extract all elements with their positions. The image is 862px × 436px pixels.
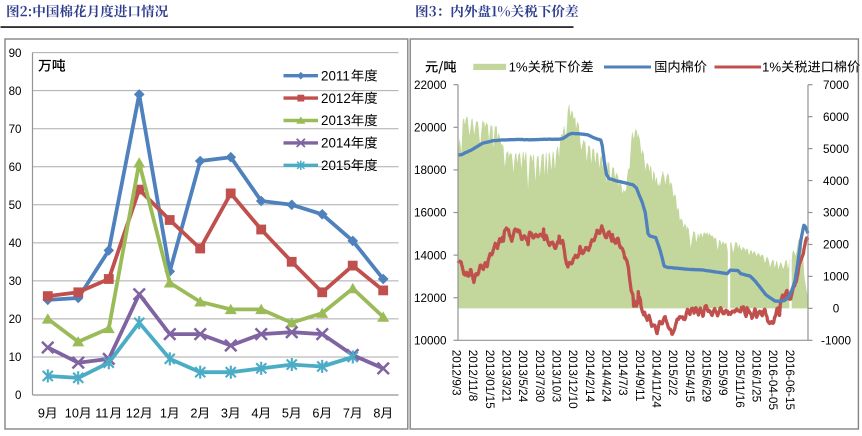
svg-text:90: 90 [9, 47, 22, 60]
svg-text:8: 8 [373, 407, 380, 421]
svg-text:22000: 22000 [414, 79, 447, 92]
svg-text:2014/2/14: 2014/2/14 [583, 350, 597, 403]
svg-text:6000: 6000 [823, 111, 850, 124]
svg-text:1%: 1% [762, 60, 781, 75]
svg-text:5: 5 [282, 407, 289, 421]
svg-text:40: 40 [9, 237, 22, 250]
svg-text:2013/01/15: 2013/01/15 [483, 350, 497, 409]
svg-text:5000: 5000 [823, 143, 850, 156]
svg-text:1%: 1% [509, 60, 528, 75]
svg-text:16000: 16000 [414, 207, 447, 220]
svg-text:2013/3/21: 2013/3/21 [500, 350, 514, 402]
svg-text:4000: 4000 [823, 175, 850, 188]
svg-text:10000: 10000 [414, 335, 447, 348]
svg-text:2015: 2015 [321, 158, 351, 173]
svg-text:20: 20 [9, 313, 22, 326]
svg-text:2012/9/3: 2012/9/3 [450, 350, 464, 396]
svg-text:2015/2/2: 2015/2/2 [666, 350, 680, 396]
svg-text:2014: 2014 [321, 136, 351, 151]
svg-text:80: 80 [9, 85, 22, 98]
svg-text:0: 0 [833, 303, 840, 316]
svg-text:2012: 2012 [321, 91, 351, 106]
svg-text:2013: 2013 [321, 113, 351, 128]
svg-text:2016/1/25: 2016/1/25 [749, 350, 763, 403]
svg-text:2015/11/16: 2015/11/16 [733, 350, 747, 409]
svg-text:2011: 2011 [321, 68, 350, 83]
svg-text:18000: 18000 [414, 164, 447, 177]
svg-text:12000: 12000 [414, 292, 447, 305]
svg-text:4: 4 [251, 407, 258, 421]
svg-text:2016-04-05: 2016-04-05 [766, 350, 780, 411]
svg-text:3: 3 [221, 407, 228, 421]
svg-text:70: 70 [9, 123, 22, 136]
svg-text:2014/11/24: 2014/11/24 [649, 350, 663, 409]
svg-text:2015/4/15: 2015/4/15 [683, 350, 697, 403]
svg-text:7: 7 [343, 407, 350, 421]
svg-text:2012/11/8: 2012/11/8 [466, 350, 480, 402]
svg-text:6: 6 [312, 407, 319, 421]
svg-text:2015/9/9: 2015/9/9 [716, 350, 730, 396]
svg-text:3000: 3000 [823, 207, 850, 220]
svg-text:1000: 1000 [823, 271, 850, 284]
svg-text:2014/9/11: 2014/9/11 [633, 350, 647, 402]
svg-text:14000: 14000 [414, 249, 447, 262]
svg-text:30: 30 [9, 275, 22, 288]
svg-text:12: 12 [126, 407, 140, 421]
svg-text:2000: 2000 [823, 239, 850, 252]
svg-text:20000: 20000 [414, 122, 447, 135]
svg-text:2014/4/24: 2014/4/24 [599, 350, 613, 403]
svg-text:1: 1 [160, 407, 167, 421]
svg-text:2: 2 [190, 407, 197, 421]
svg-text:2015/6/29: 2015/6/29 [699, 350, 713, 402]
svg-text:9: 9 [38, 407, 45, 421]
svg-text:11: 11 [95, 407, 108, 421]
svg-text:2013/10/3: 2013/10/3 [549, 350, 563, 403]
svg-text:2013/7/30: 2013/7/30 [533, 350, 547, 403]
svg-text:0: 0 [15, 389, 21, 402]
svg-text:10: 10 [65, 407, 79, 421]
svg-text:7000: 7000 [823, 79, 850, 92]
svg-text:50: 50 [9, 199, 22, 212]
svg-text:2013/12/10: 2013/12/10 [566, 350, 580, 409]
svg-text:2013/5/24: 2013/5/24 [516, 350, 530, 403]
svg-text:-1000: -1000 [821, 335, 851, 348]
svg-text:2016-06-15: 2016-06-15 [783, 350, 797, 411]
svg-text:2014/7/3: 2014/7/3 [616, 350, 630, 396]
svg-text:10: 10 [9, 351, 22, 364]
svg-text:60: 60 [9, 161, 22, 174]
